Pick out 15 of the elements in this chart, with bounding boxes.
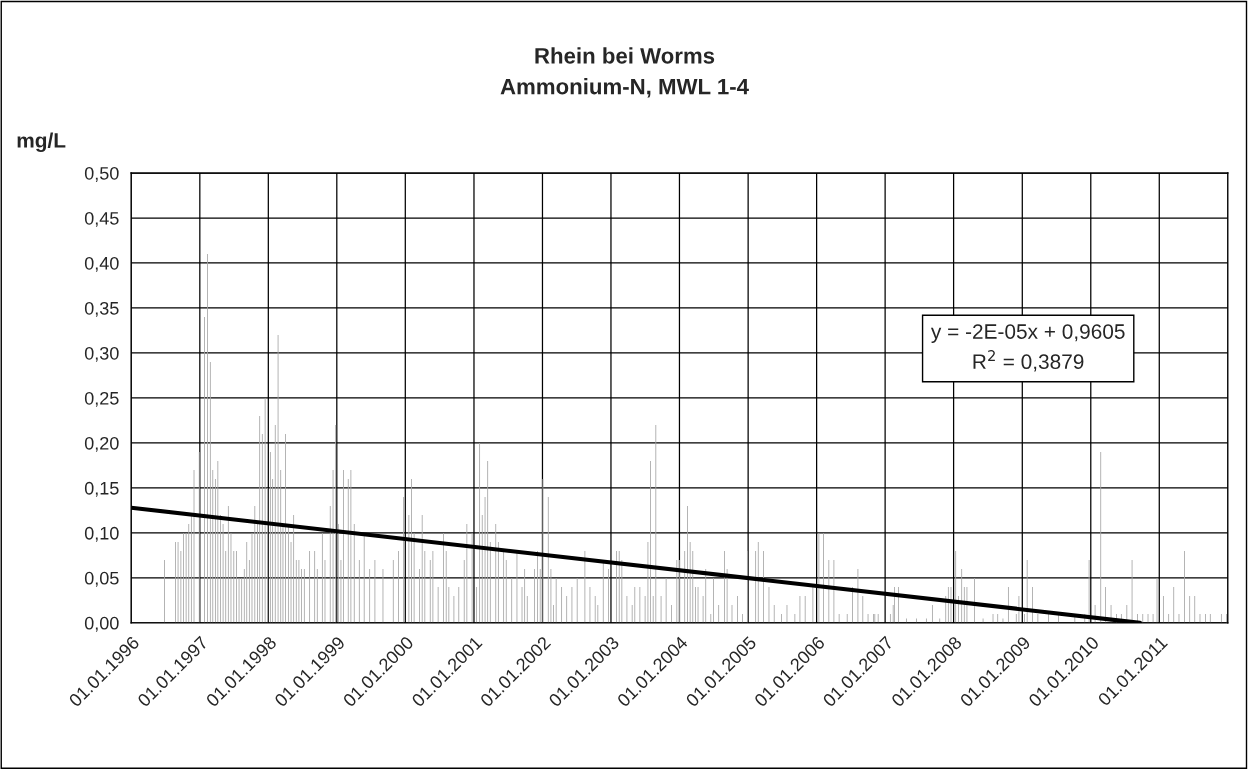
y-tick-label: 0,20 <box>84 436 119 452</box>
y-tick-label: 0,30 <box>84 346 119 362</box>
y-tick-label: 0,05 <box>84 571 119 587</box>
y-axis-title: mg/L <box>17 132 66 153</box>
y-tick-label: 0,00 <box>84 616 119 632</box>
y-tick-label: 0,25 <box>84 391 119 407</box>
y-tick-label: 0,45 <box>84 211 119 227</box>
y-tick-label: 0,15 <box>84 481 119 497</box>
chart-title: Rhein bei Worms <box>535 47 715 64</box>
y-tick-label: 0,40 <box>84 256 119 272</box>
y-tick-label: 0,35 <box>84 301 119 317</box>
y-tick-label: 0,50 <box>84 166 119 182</box>
annotation: y = -2E-05x + 0,9605 R$^{2}$ = 0,3879 <box>930 324 1125 372</box>
y-tick-label: 0,10 <box>84 526 119 542</box>
chart-subtitle: Ammonium-N, MWL 1-4 <box>500 78 749 98</box>
